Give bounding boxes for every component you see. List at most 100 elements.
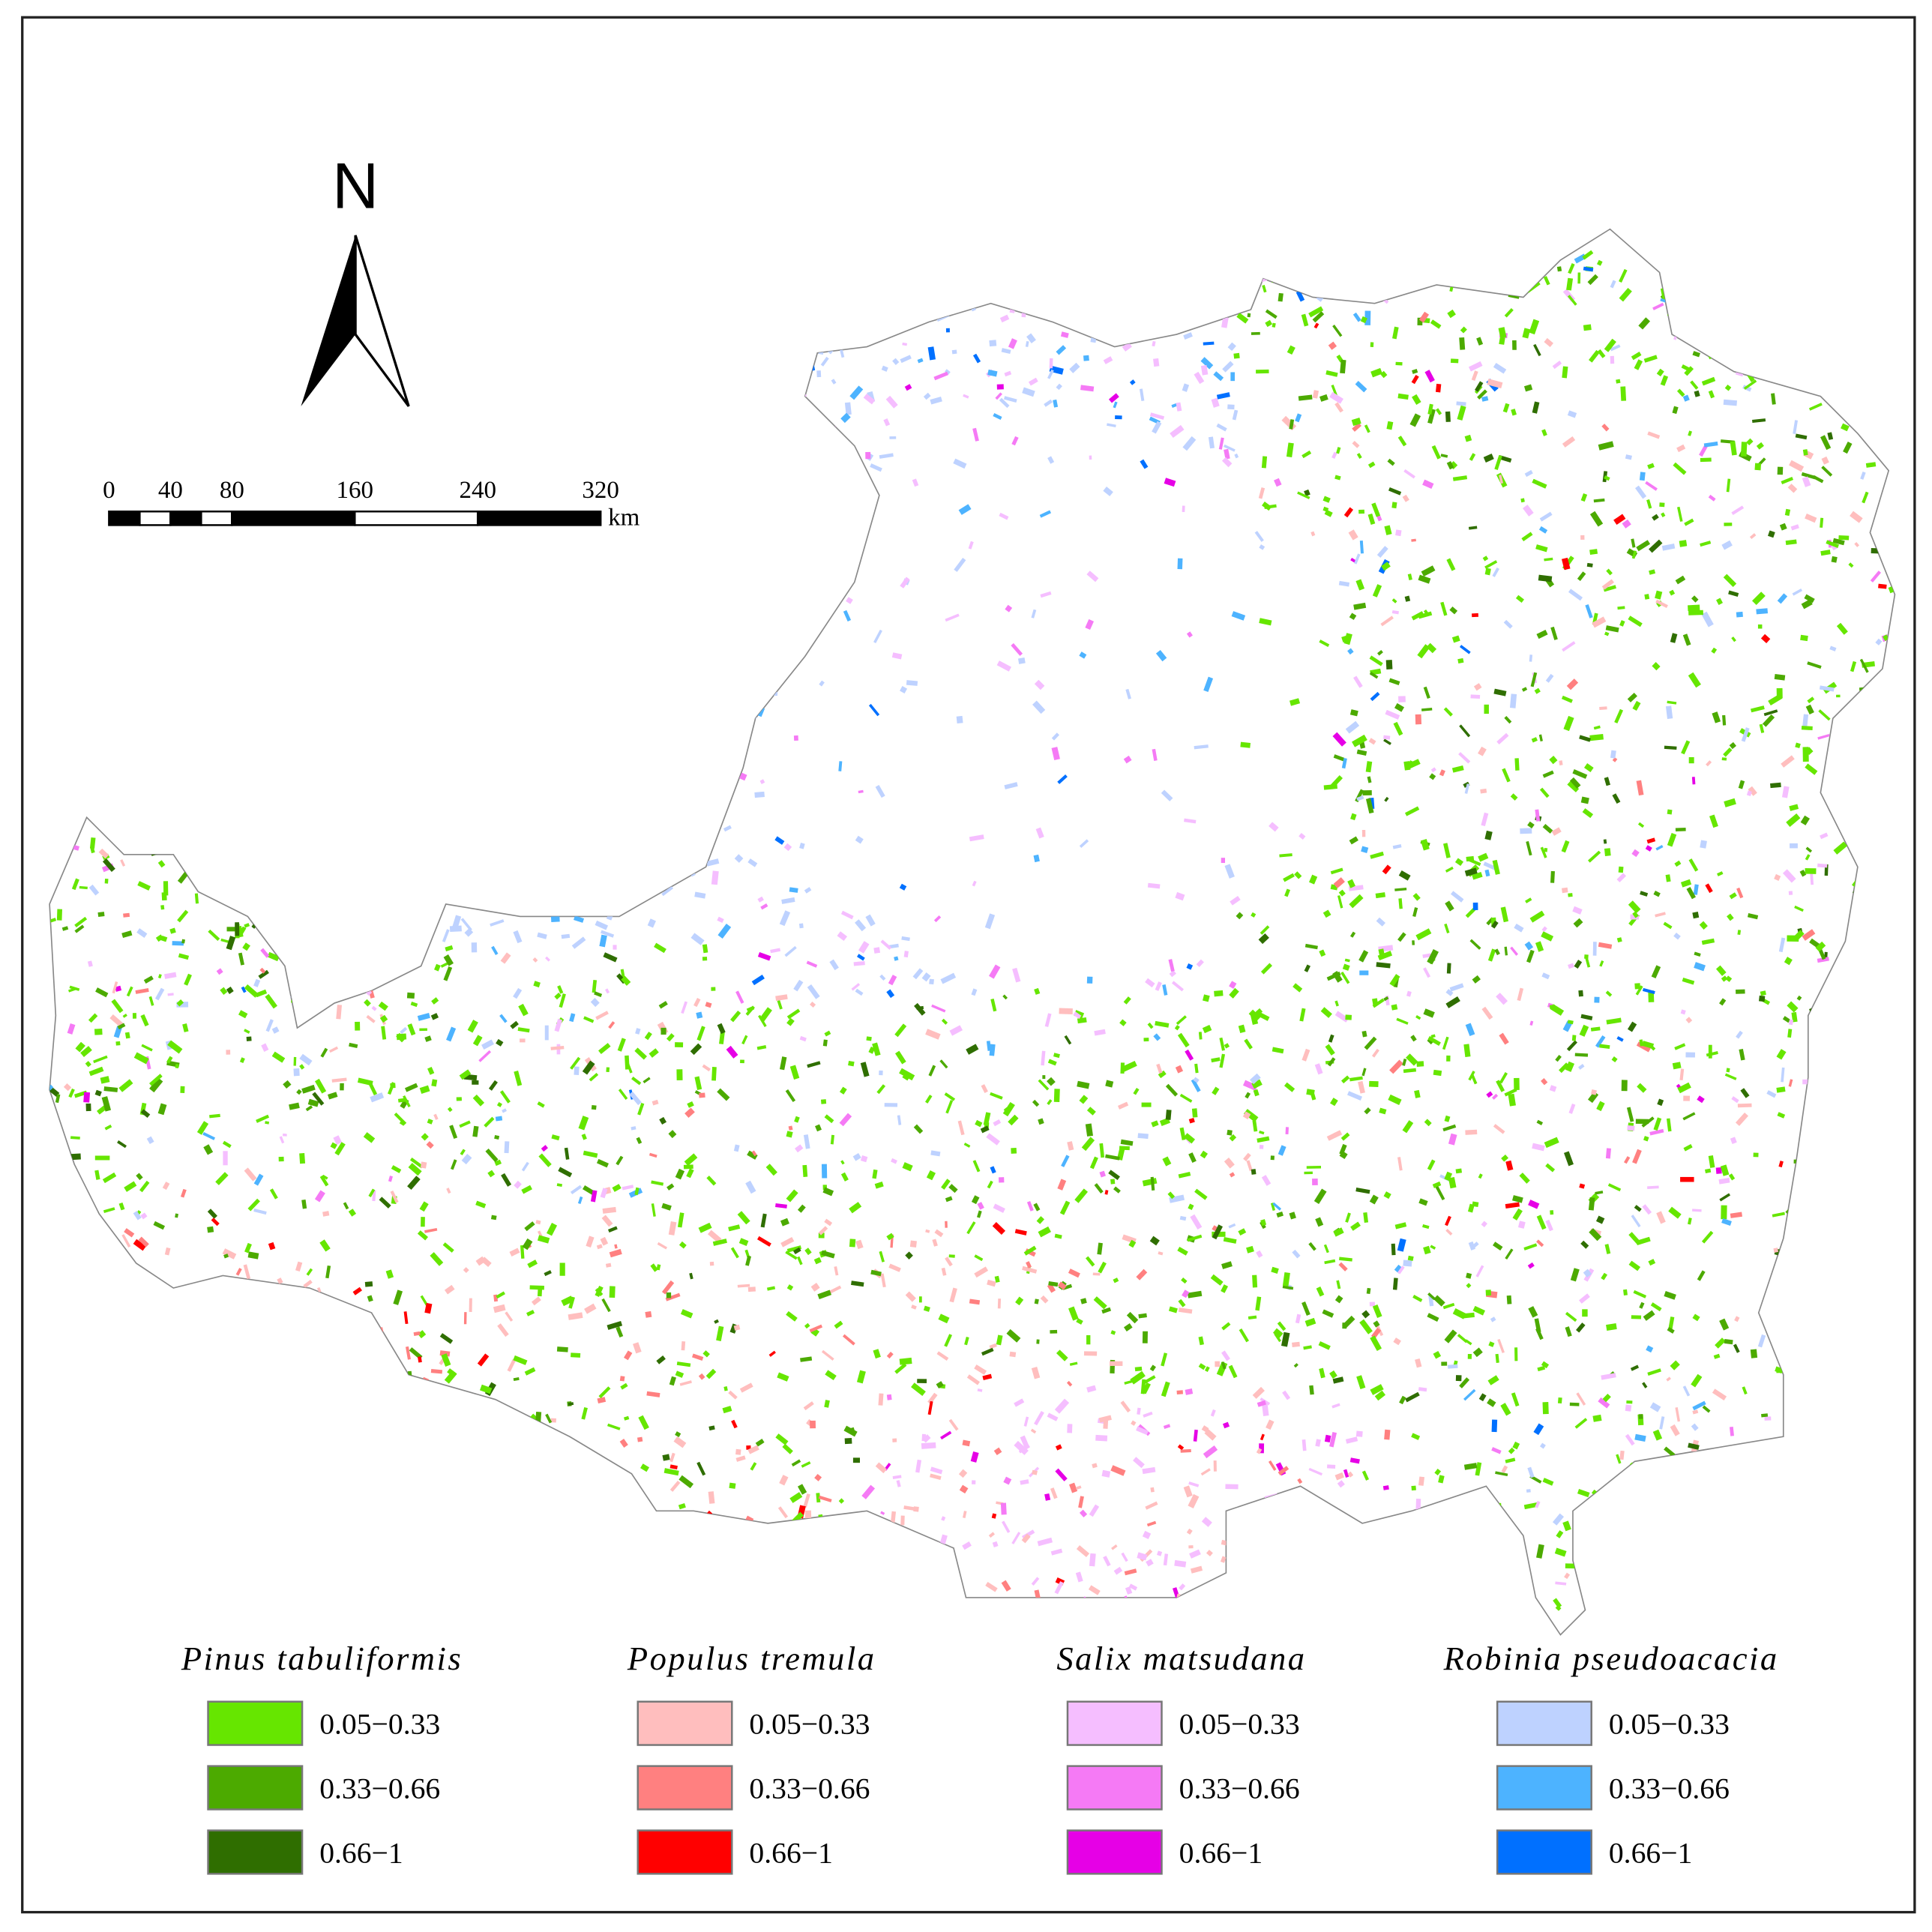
cover-patch <box>1721 757 1727 761</box>
cover-patch <box>1203 676 1214 692</box>
cover-patch <box>998 1177 1005 1183</box>
cover-patch <box>962 1541 972 1550</box>
cover-patch <box>1688 610 1703 616</box>
cover-patch <box>1445 989 1454 996</box>
cover-patch <box>897 1115 902 1125</box>
cover-patch <box>135 988 149 994</box>
cover-patch <box>1162 984 1168 996</box>
cover-patch <box>1272 1047 1284 1054</box>
cover-patch <box>1563 1151 1574 1167</box>
cover-patch <box>974 1266 989 1278</box>
cover-patch <box>1693 884 1699 895</box>
cover-patch <box>698 1373 705 1380</box>
cover-patch <box>1572 769 1588 779</box>
cover-patch <box>1733 1343 1740 1353</box>
cover-patch <box>911 1382 926 1396</box>
cover-patch <box>1258 487 1266 499</box>
cover-patch <box>1298 394 1313 401</box>
cover-patch <box>1338 1262 1348 1272</box>
cover-patch <box>840 1160 845 1165</box>
cover-patch <box>1574 960 1583 969</box>
cover-patch <box>1319 394 1328 402</box>
legend-swatch <box>1066 1700 1163 1746</box>
cover-patch <box>1412 369 1418 374</box>
cover-patch <box>1218 437 1224 450</box>
cover-patch <box>1224 864 1235 879</box>
cover-patch <box>702 1350 710 1358</box>
cover-patch <box>816 370 822 378</box>
cover-patch <box>1660 375 1669 386</box>
cover-patch <box>1531 737 1538 743</box>
cover-patch <box>1667 832 1677 847</box>
cover-patch <box>1688 858 1699 872</box>
cover-patch <box>1312 1178 1318 1185</box>
cover-patch <box>1101 1307 1112 1314</box>
cover-patch <box>1397 436 1407 447</box>
cover-patch <box>1422 1224 1430 1230</box>
cover-patch <box>1757 624 1763 629</box>
cover-patch <box>226 936 236 951</box>
cover-patch <box>971 1195 980 1205</box>
cover-patch <box>945 1196 953 1203</box>
cover-patch <box>1532 1143 1545 1152</box>
cover-patch <box>1596 259 1603 266</box>
cover-patch <box>1664 745 1677 750</box>
cover-patch <box>1494 948 1500 956</box>
cover-patch <box>1363 1212 1369 1223</box>
cover-patch <box>447 1368 457 1378</box>
cover-patch <box>1636 780 1644 796</box>
cover-patch <box>1589 511 1604 527</box>
cover-patch <box>1472 902 1478 910</box>
cover-patch <box>1567 780 1580 792</box>
cover-patch <box>1700 840 1707 849</box>
cover-patch <box>1073 1011 1082 1019</box>
cover-patch <box>521 1185 532 1194</box>
cover-patch <box>962 1439 971 1447</box>
cover-patch <box>1445 996 1460 1008</box>
cover-patch <box>1752 592 1766 605</box>
cover-patch <box>1666 1118 1672 1132</box>
cover-patch <box>1676 444 1686 453</box>
cover-patch <box>925 1029 941 1040</box>
cover-patch <box>1258 933 1269 945</box>
cover-patch <box>1655 599 1668 609</box>
cover-patch <box>1739 1048 1745 1061</box>
cover-patch <box>1246 1160 1253 1172</box>
cover-patch <box>1352 441 1360 448</box>
cover-patch <box>1418 574 1431 584</box>
cover-patch <box>936 1351 949 1361</box>
cover-patch <box>1282 1285 1294 1290</box>
legend-swatch <box>207 1700 304 1746</box>
cover-patch <box>1011 1532 1021 1544</box>
cover-patch <box>584 1303 597 1314</box>
cover-patch <box>393 1289 403 1305</box>
cover-patch <box>1397 393 1409 400</box>
cover-patch <box>957 1120 965 1136</box>
cover-patch <box>1773 1248 1778 1253</box>
cover-patch <box>1512 1208 1523 1221</box>
cover-patch <box>1141 1102 1152 1107</box>
cover-patch <box>1009 1351 1017 1358</box>
cover-patch <box>1526 840 1532 856</box>
cover-patch <box>1483 454 1494 463</box>
cover-patch <box>1075 1485 1082 1490</box>
cover-patch <box>447 1107 453 1113</box>
cover-patch <box>1458 752 1471 764</box>
cover-patch <box>1230 372 1236 382</box>
cover-patch <box>722 1406 732 1414</box>
scale-tick-label: 80 <box>220 477 244 504</box>
cover-patch <box>1634 983 1641 990</box>
cover-patch <box>1117 1101 1129 1110</box>
cover-patch <box>1656 368 1664 377</box>
cover-patch <box>299 1053 313 1066</box>
cover-patch <box>1729 741 1737 750</box>
cover-patch <box>1219 1037 1225 1051</box>
cover-patch <box>617 1038 626 1052</box>
cover-patch <box>735 1448 741 1455</box>
cover-patch <box>1435 408 1442 415</box>
cover-patch <box>1047 1059 1057 1066</box>
cover-patch <box>1550 626 1558 640</box>
cover-patch <box>1692 1209 1702 1212</box>
cover-patch <box>175 1213 178 1218</box>
cover-patch <box>1057 774 1068 784</box>
